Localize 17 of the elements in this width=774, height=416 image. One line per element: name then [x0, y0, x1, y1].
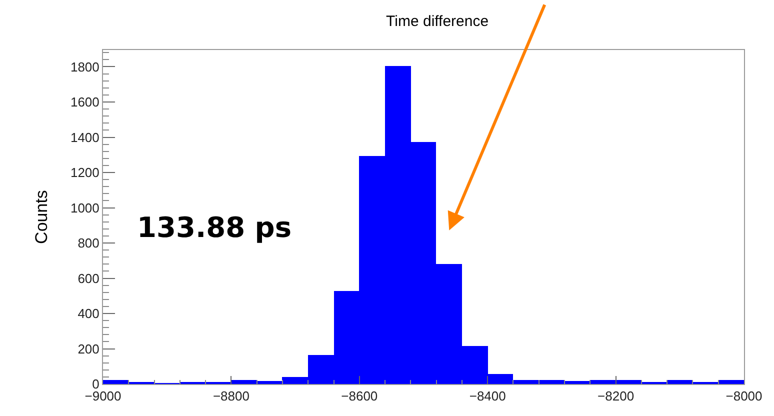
y-tick-label: 800 [78, 236, 100, 251]
x-tick-label: −8200 [598, 388, 634, 404]
y-tick-label: 1200 [70, 165, 100, 180]
x-tick-label: −8000 [726, 388, 762, 404]
x-tick-label: −8600 [341, 388, 378, 404]
annotation: 133.88 ps [137, 211, 292, 244]
chart-title: Time difference [386, 13, 489, 30]
y-tick-label: 200 [78, 341, 100, 356]
y-tick-label: 1000 [70, 200, 100, 216]
x-tick-label: −8800 [212, 388, 250, 404]
y-tick-label: 400 [78, 306, 100, 322]
y-tick-label: 1600 [70, 94, 100, 110]
x-tick-label: −8400 [469, 388, 506, 404]
y-axis-title: Counts [32, 190, 52, 244]
y-tick-label: 1800 [70, 59, 100, 74]
y-tick-label: 1400 [70, 130, 100, 145]
y-tick-label: 600 [78, 270, 100, 286]
